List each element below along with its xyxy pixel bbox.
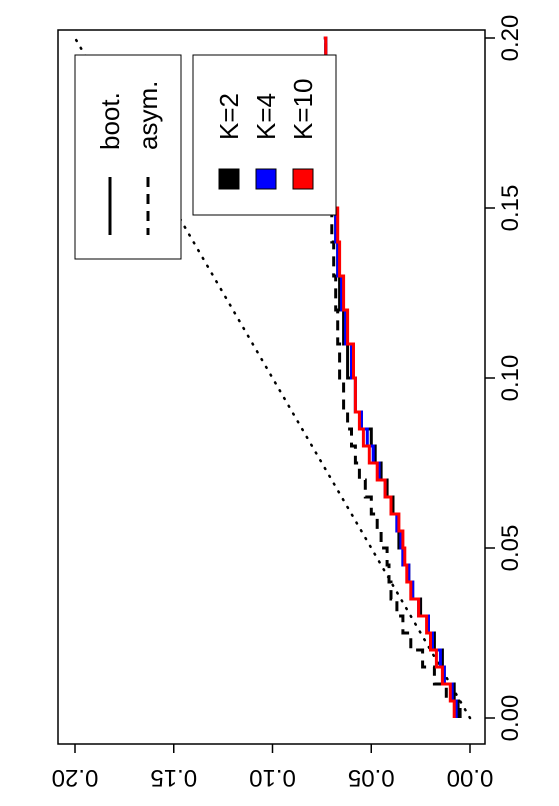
- x-tick-label: 0.15: [497, 185, 524, 232]
- y-tick-label: 0.20: [52, 764, 99, 791]
- y-tick-label: 0.05: [348, 764, 395, 791]
- legend-linestyle-box: [74, 54, 182, 260]
- legend-k: K=2 K=4 K=10: [192, 54, 337, 216]
- plot-frame: [57, 29, 486, 745]
- y-tick-label: 0.15: [150, 764, 197, 791]
- series-k-10-line: [323, 36, 456, 718]
- legend-k4-swatch: [255, 168, 277, 190]
- legend-k2-label: K=2: [214, 93, 244, 140]
- legend-asym-label: asym.: [133, 81, 163, 150]
- legend-linestyle: boot. asym.: [74, 54, 182, 260]
- series-asym-line: [323, 36, 462, 718]
- x-tick-label: 0.20: [497, 15, 524, 62]
- axes: 0.00 0.05 0.10 0.15 0.20 0.00 0.05 0.10 0.15 0.20: [52, 15, 524, 791]
- series-k-2-line: [323, 36, 460, 718]
- y-tick-label: 0.10: [249, 764, 296, 791]
- legend-k2-swatch: [218, 168, 240, 190]
- x-tick-label: 0.00: [497, 695, 524, 742]
- legend-boot-label: boot.: [95, 92, 125, 150]
- x-tick-label: 0.10: [497, 355, 524, 402]
- legend-k10-label: K=10: [288, 79, 318, 140]
- legend-k10-swatch: [292, 168, 314, 190]
- series-k-4-line: [323, 36, 458, 718]
- x-tick-label: 0.05: [497, 525, 524, 572]
- y-tick-label: 0.00: [447, 764, 494, 791]
- legend-k4-label: K=4: [251, 93, 281, 140]
